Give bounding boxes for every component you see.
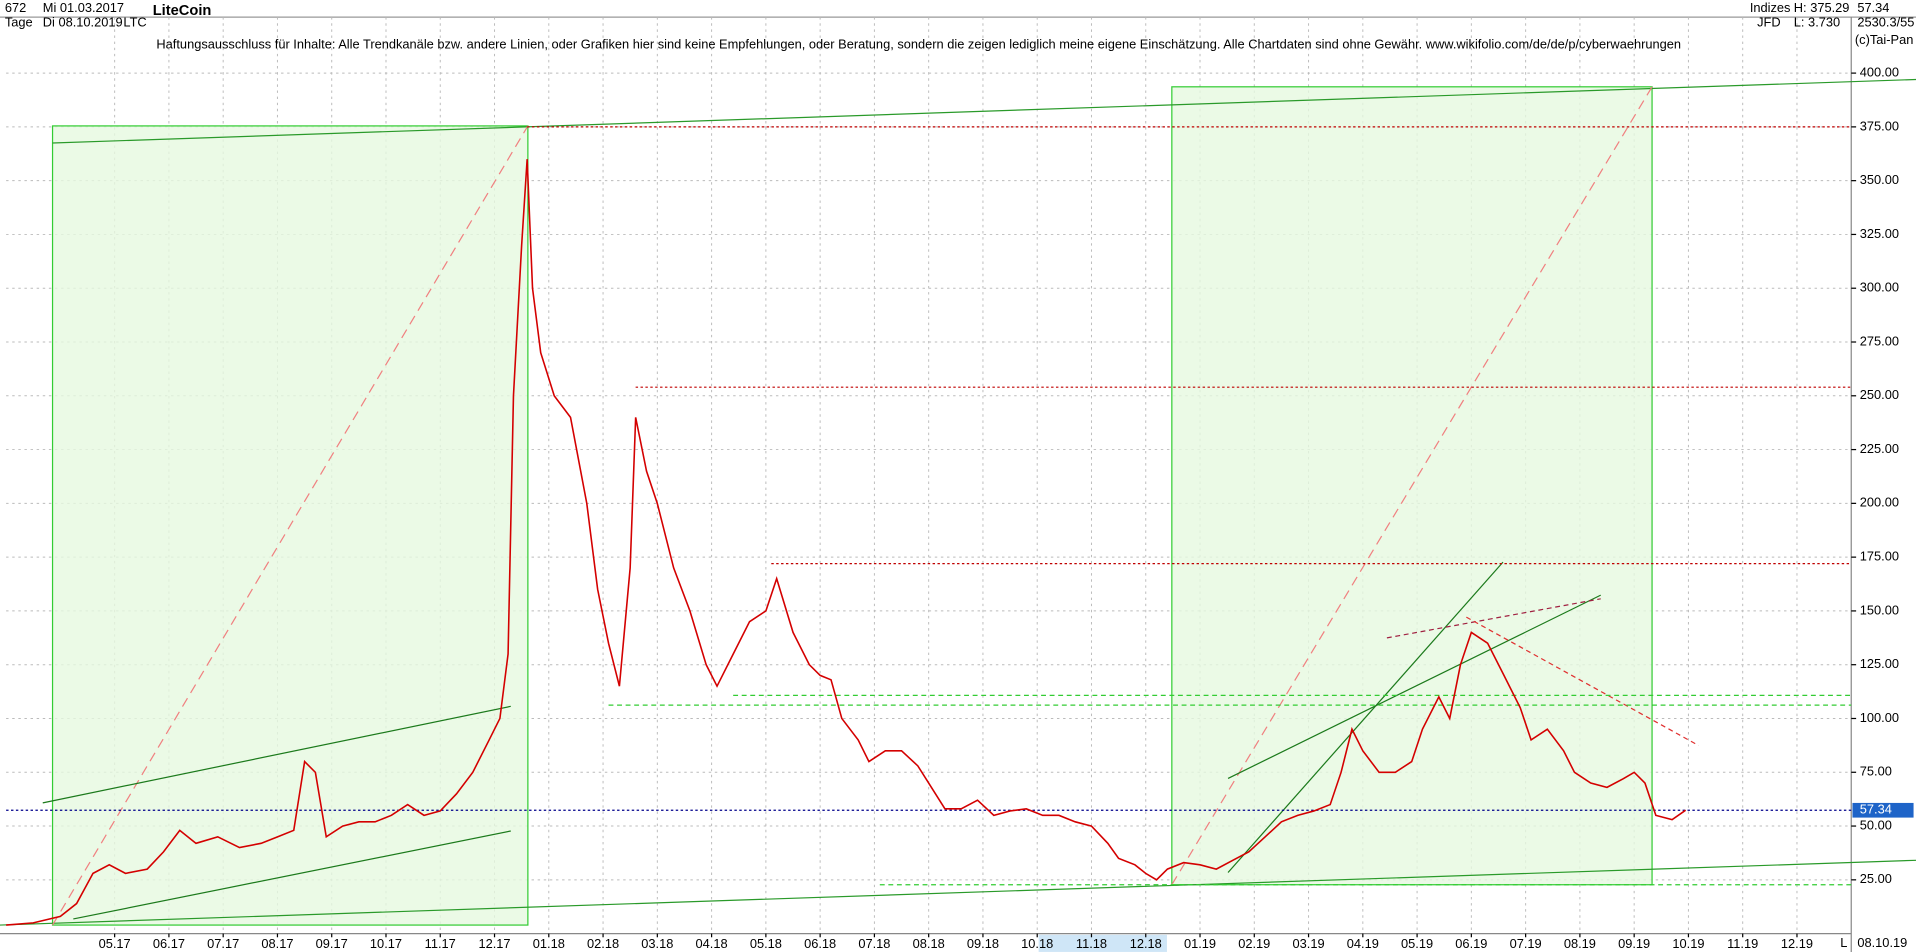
trend-line <box>1386 598 1601 639</box>
counter: 2530.3/55 <box>1857 15 1914 30</box>
y-tick-label: 300.00 <box>1860 280 1899 295</box>
x-tick-label: 06.17 <box>153 936 185 951</box>
interval: Tage <box>5 15 33 30</box>
x-tick-label: 05.17 <box>99 936 131 951</box>
x-tick-label: 08.19 <box>1564 936 1596 951</box>
chart-title: LiteCoin <box>153 3 212 19</box>
bars: 672 <box>5 0 26 15</box>
x-tick-label: 11.19 <box>1727 936 1758 951</box>
start-date: Mi 01.03.2017 <box>43 0 124 15</box>
x-tick-label: 02.18 <box>587 936 619 951</box>
x-tick-label: 04.19 <box>1347 936 1379 951</box>
last: 57.34 <box>1857 0 1889 15</box>
x-tick-label: 07.17 <box>207 936 239 951</box>
x-tick-label: 09.19 <box>1618 936 1650 951</box>
annotations <box>0 78 1916 926</box>
y-tick-label: 150.00 <box>1860 602 1899 617</box>
x-tick-label: 03.19 <box>1292 936 1324 951</box>
x-tick-label: 01.19 <box>1184 936 1216 951</box>
x-tick-label: 02.19 <box>1238 936 1270 951</box>
x-tick-label: 03.18 <box>641 936 673 951</box>
x-tick-label: 12.17 <box>478 936 510 951</box>
last-price-tag <box>1852 802 1914 818</box>
y-tick-label: 400.00 <box>1860 64 1899 79</box>
x-tick-label: 05.19 <box>1401 936 1433 951</box>
y-tick-label: 100.00 <box>1860 710 1899 725</box>
x-tick-label: 10.18 <box>1021 936 1053 951</box>
x-tick-label: 07.19 <box>1510 936 1542 951</box>
y-tick-label: 200.00 <box>1860 495 1899 510</box>
copyright: (c)Tai-Pan <box>1855 32 1913 47</box>
index-label: Indizes <box>1750 0 1791 15</box>
y-tick-label: 350.00 <box>1860 172 1899 187</box>
y-tick-label: 375.00 <box>1860 118 1899 133</box>
y-tick-label: 225.00 <box>1860 441 1899 456</box>
x-tick-label: 08.17 <box>261 936 293 951</box>
x-tick-label: 10.19 <box>1672 936 1704 951</box>
y-tick-label: 75.00 <box>1860 764 1892 779</box>
x-tick-label: 09.17 <box>316 936 348 951</box>
x-tick-label: 07.18 <box>858 936 890 951</box>
price-line <box>6 159 1687 926</box>
trend-line <box>42 705 511 804</box>
x-tick-label: 05.18 <box>750 936 782 951</box>
y-tick-label: 250.00 <box>1860 387 1899 402</box>
disclaimer: Haftungsausschluss für Inhalte: Alle Tre… <box>156 37 1681 52</box>
trend-line <box>1466 616 1699 746</box>
x-tick-label: 01.18 <box>533 936 565 951</box>
trend-line <box>52 78 1916 144</box>
axis-highlight <box>1038 934 1167 952</box>
x-tick-label: 10.17 <box>370 936 402 951</box>
x-tick-label: 11.17 <box>425 936 456 951</box>
x-tick-label: 12.18 <box>1130 936 1162 951</box>
diagonal <box>1171 86 1653 886</box>
y-tick-label: 325.00 <box>1860 226 1899 241</box>
x-tick-label: 09.18 <box>967 936 999 951</box>
end-date: Di 08.10.2019 <box>43 15 123 30</box>
bottom-date: 08.10.19 <box>1857 935 1907 950</box>
scale-mode: L <box>1840 935 1847 950</box>
y-tick-label: 125.00 <box>1860 656 1899 671</box>
trend-line <box>1227 561 1504 873</box>
x-tick-label: 06.18 <box>804 936 836 951</box>
high: H: 375.29 <box>1794 0 1850 15</box>
trend-line <box>73 830 511 920</box>
trend-line <box>1227 594 1602 779</box>
y-tick-label: 25.00 <box>1860 871 1892 886</box>
diagonal <box>52 125 529 926</box>
y-tick-label: 50.00 <box>1860 817 1892 832</box>
y-tick-label: 175.00 <box>1860 549 1899 564</box>
source: JFD <box>1757 15 1781 30</box>
y-tick-label: 275.00 <box>1860 333 1899 348</box>
trend-line <box>0 859 1916 926</box>
last-price-label: 57.34 <box>1860 802 1892 817</box>
x-tick-label: 12.19 <box>1781 936 1813 951</box>
x-tick-label: 08.18 <box>913 936 945 951</box>
x-tick-label: 04.18 <box>696 936 728 951</box>
low: L: 3.730 <box>1794 15 1840 30</box>
symbol: LTC <box>123 15 146 30</box>
x-tick-label: 11.18 <box>1076 936 1107 951</box>
x-tick-label: 06.19 <box>1455 936 1487 951</box>
